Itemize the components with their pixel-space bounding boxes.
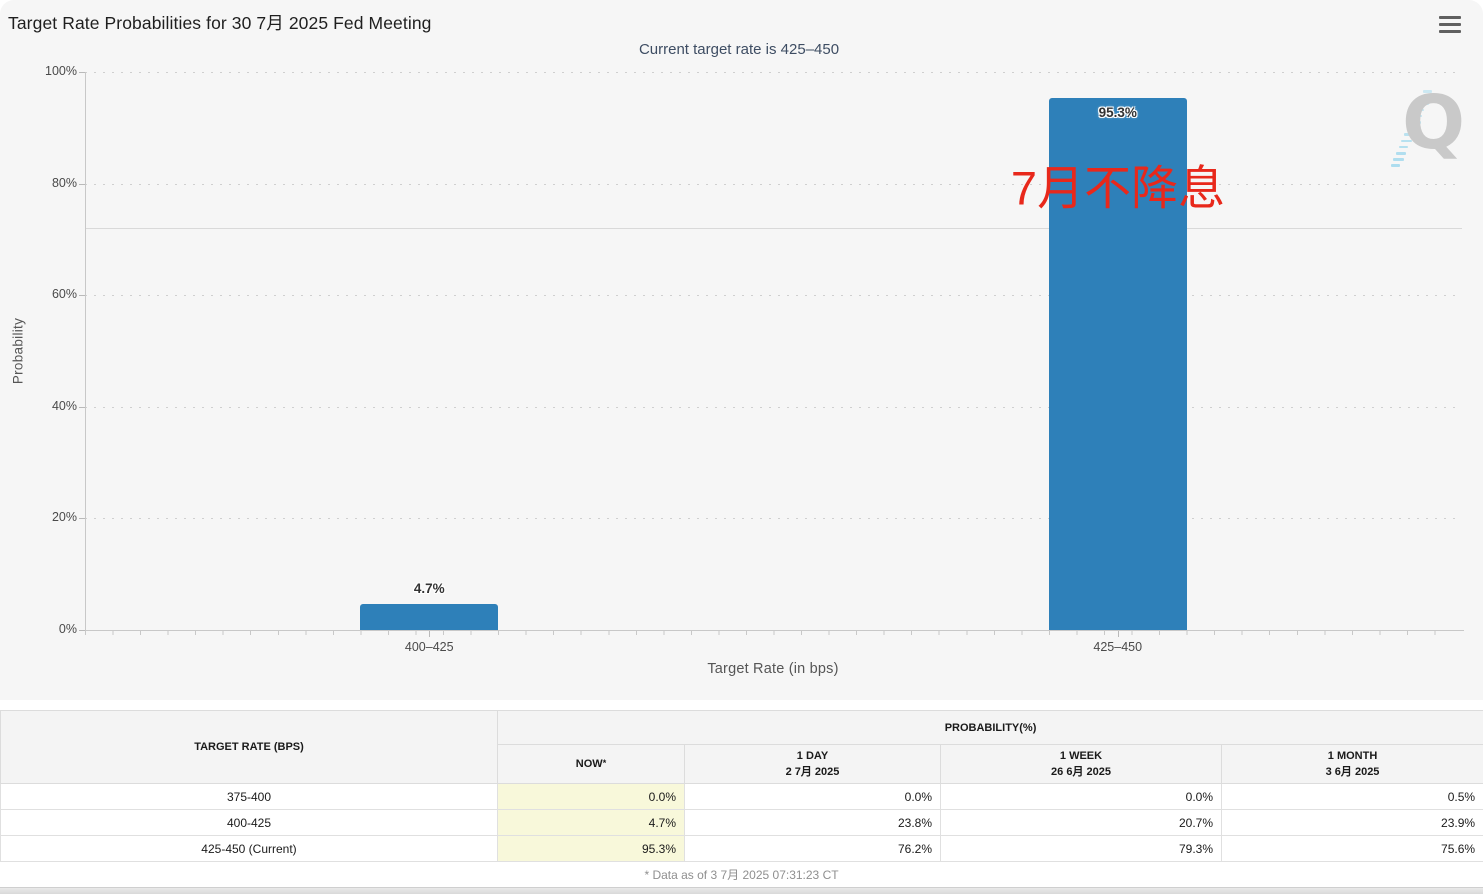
x-tick-mark xyxy=(1117,631,1119,637)
col-header-1week-label: 1 WEEK xyxy=(1059,749,1103,762)
y-axis-title: Probability xyxy=(10,317,26,385)
bar-400–425 xyxy=(360,603,499,630)
chart-subtitle: Current target rate is 425–450 xyxy=(638,41,840,58)
gridline-20% xyxy=(85,518,1462,520)
table-row: 375-400 0.0% 0.0% 0.0% 0.5% xyxy=(0,783,1483,810)
logo-stripe xyxy=(1398,145,1408,149)
logo-stripe xyxy=(1390,164,1400,167)
x-tick-label: 425–450 xyxy=(1093,640,1143,654)
target-rate-cell: 375-400 xyxy=(0,783,498,810)
table-row: 425-450 (Current) 95.3% 76.2% 79.3% 75.6% xyxy=(0,835,1483,862)
col-header-target-rate: TARGET RATE (BPS) xyxy=(0,710,498,784)
annotation-text: 7月不降息 xyxy=(1010,161,1226,215)
y-tick-label: 40% xyxy=(51,398,77,413)
now-probability-cell: 4.7% xyxy=(497,809,685,836)
y-tick-mark xyxy=(79,295,85,297)
reference-line xyxy=(85,228,1462,230)
y-tick-mark xyxy=(79,406,85,408)
bar-value-label: 4.7% xyxy=(413,580,445,596)
gridline-100% xyxy=(85,72,1462,73)
logo-stripe xyxy=(1414,108,1424,112)
one-month-probability-cell: 23.9% xyxy=(1220,809,1483,836)
chart-card: Target Rate Probabilities for 30 7月 2025… xyxy=(8,13,1468,677)
one-week-probability-cell: 20.7% xyxy=(940,809,1222,836)
one-day-probability-cell: 76.2% xyxy=(684,835,941,862)
now-probability-cell: 95.3% xyxy=(497,835,685,862)
logo-stripe xyxy=(1409,121,1421,124)
quikstrike-watermark: Q xyxy=(1383,86,1468,171)
target-rate-cell: 400-425 xyxy=(0,809,498,836)
logo-stripe xyxy=(1406,127,1416,130)
logo-stripe xyxy=(1417,102,1429,105)
bar-value-label: 95.3% xyxy=(1098,105,1137,121)
y-tick-mark xyxy=(79,518,85,520)
y-tick-mark xyxy=(79,183,85,185)
col-header-1day: 1 DAY 2 7月 2025 xyxy=(684,744,941,784)
hamburger-icon xyxy=(1439,29,1461,33)
table-row: 400-425 4.7% 23.8% 20.7% 23.9% xyxy=(0,809,1483,836)
one-week-probability-cell: 79.3% xyxy=(940,835,1222,862)
hamburger-icon xyxy=(1439,22,1461,27)
logo-stripe xyxy=(1393,158,1405,161)
logo-stripe xyxy=(1401,139,1413,143)
col-header-1week: 1 WEEK 26 6月 2025 xyxy=(940,744,1222,784)
y-tick-mark xyxy=(79,630,85,631)
q-logo-icon: Q xyxy=(1402,80,1465,166)
x-tick-mark xyxy=(429,631,431,637)
footnote-asterisk: * xyxy=(602,757,607,768)
col-header-1day-date: 2 7月 2025 xyxy=(785,766,840,778)
bar-425–450 xyxy=(1048,98,1187,630)
y-tick-mark xyxy=(79,72,85,73)
y-tick-label: 80% xyxy=(51,175,77,190)
one-week-probability-cell: 0.0% xyxy=(940,783,1222,810)
now-probability-cell: 0.0% xyxy=(497,783,685,810)
one-day-probability-cell: 23.8% xyxy=(684,809,941,836)
col-header-1month-date: 3 6月 2025 xyxy=(1325,766,1380,778)
logo-stripe xyxy=(1396,152,1406,155)
gridline-40% xyxy=(85,406,1462,408)
col-group-header-probability: PROBABILITY(%) xyxy=(496,710,1483,745)
logo-stripe xyxy=(1423,90,1432,93)
one-month-probability-cell: 75.6% xyxy=(1220,835,1483,862)
col-header-1month-label: 1 MONTH xyxy=(1327,749,1378,762)
x-axis-minor-ticks xyxy=(85,631,1462,635)
one-day-probability-cell: 0.0% xyxy=(684,783,941,810)
logo-stripe xyxy=(1404,133,1415,136)
col-header-1week-date: 26 6月 2025 xyxy=(1051,766,1111,778)
table-body: 375-400 0.0% 0.0% 0.0% 0.5% 400-425 4.7% 23.8% 2… xyxy=(0,783,1483,862)
page-bottom-strip xyxy=(0,887,1483,894)
table-header: TARGET RATE (BPS) PROBABILITY(%) NOW* 1 … xyxy=(0,710,1483,784)
y-tick-label: 20% xyxy=(51,510,77,525)
chart-title: Target Rate Probabilities for 30 7月 2025… xyxy=(8,13,432,33)
target-rate-cell: 425-450 (Current) xyxy=(0,835,498,862)
x-tick-label: 400–425 xyxy=(404,640,454,654)
col-header-now-label: NOW xyxy=(575,757,603,770)
col-header-1day-label: 1 DAY xyxy=(796,749,829,762)
chart-menu-button[interactable] xyxy=(1439,14,1463,35)
data-as-of-note: * Data as of 3 7月 2025 07:31:23 CT xyxy=(0,863,1483,887)
x-axis-title: Target Rate (in bps) xyxy=(707,661,839,677)
probability-table: TARGET RATE (BPS) PROBABILITY(%) NOW* 1 … xyxy=(0,710,1483,862)
gridline-80% xyxy=(85,183,1462,185)
y-tick-label: 60% xyxy=(51,287,77,302)
logo-stripe xyxy=(1412,114,1423,118)
one-month-probability-cell: 0.5% xyxy=(1220,783,1483,810)
y-tick-label: 0% xyxy=(58,622,77,636)
x-axis-line xyxy=(85,630,1464,631)
y-tick-label: 100% xyxy=(45,64,77,78)
logo-stripe xyxy=(1420,96,1431,99)
gridline-60% xyxy=(85,295,1462,297)
col-header-1month: 1 MONTH 3 6月 2025 xyxy=(1220,744,1483,784)
y-axis-line xyxy=(85,72,86,630)
col-header-now: NOW* xyxy=(497,744,685,784)
hamburger-icon xyxy=(1439,16,1461,20)
